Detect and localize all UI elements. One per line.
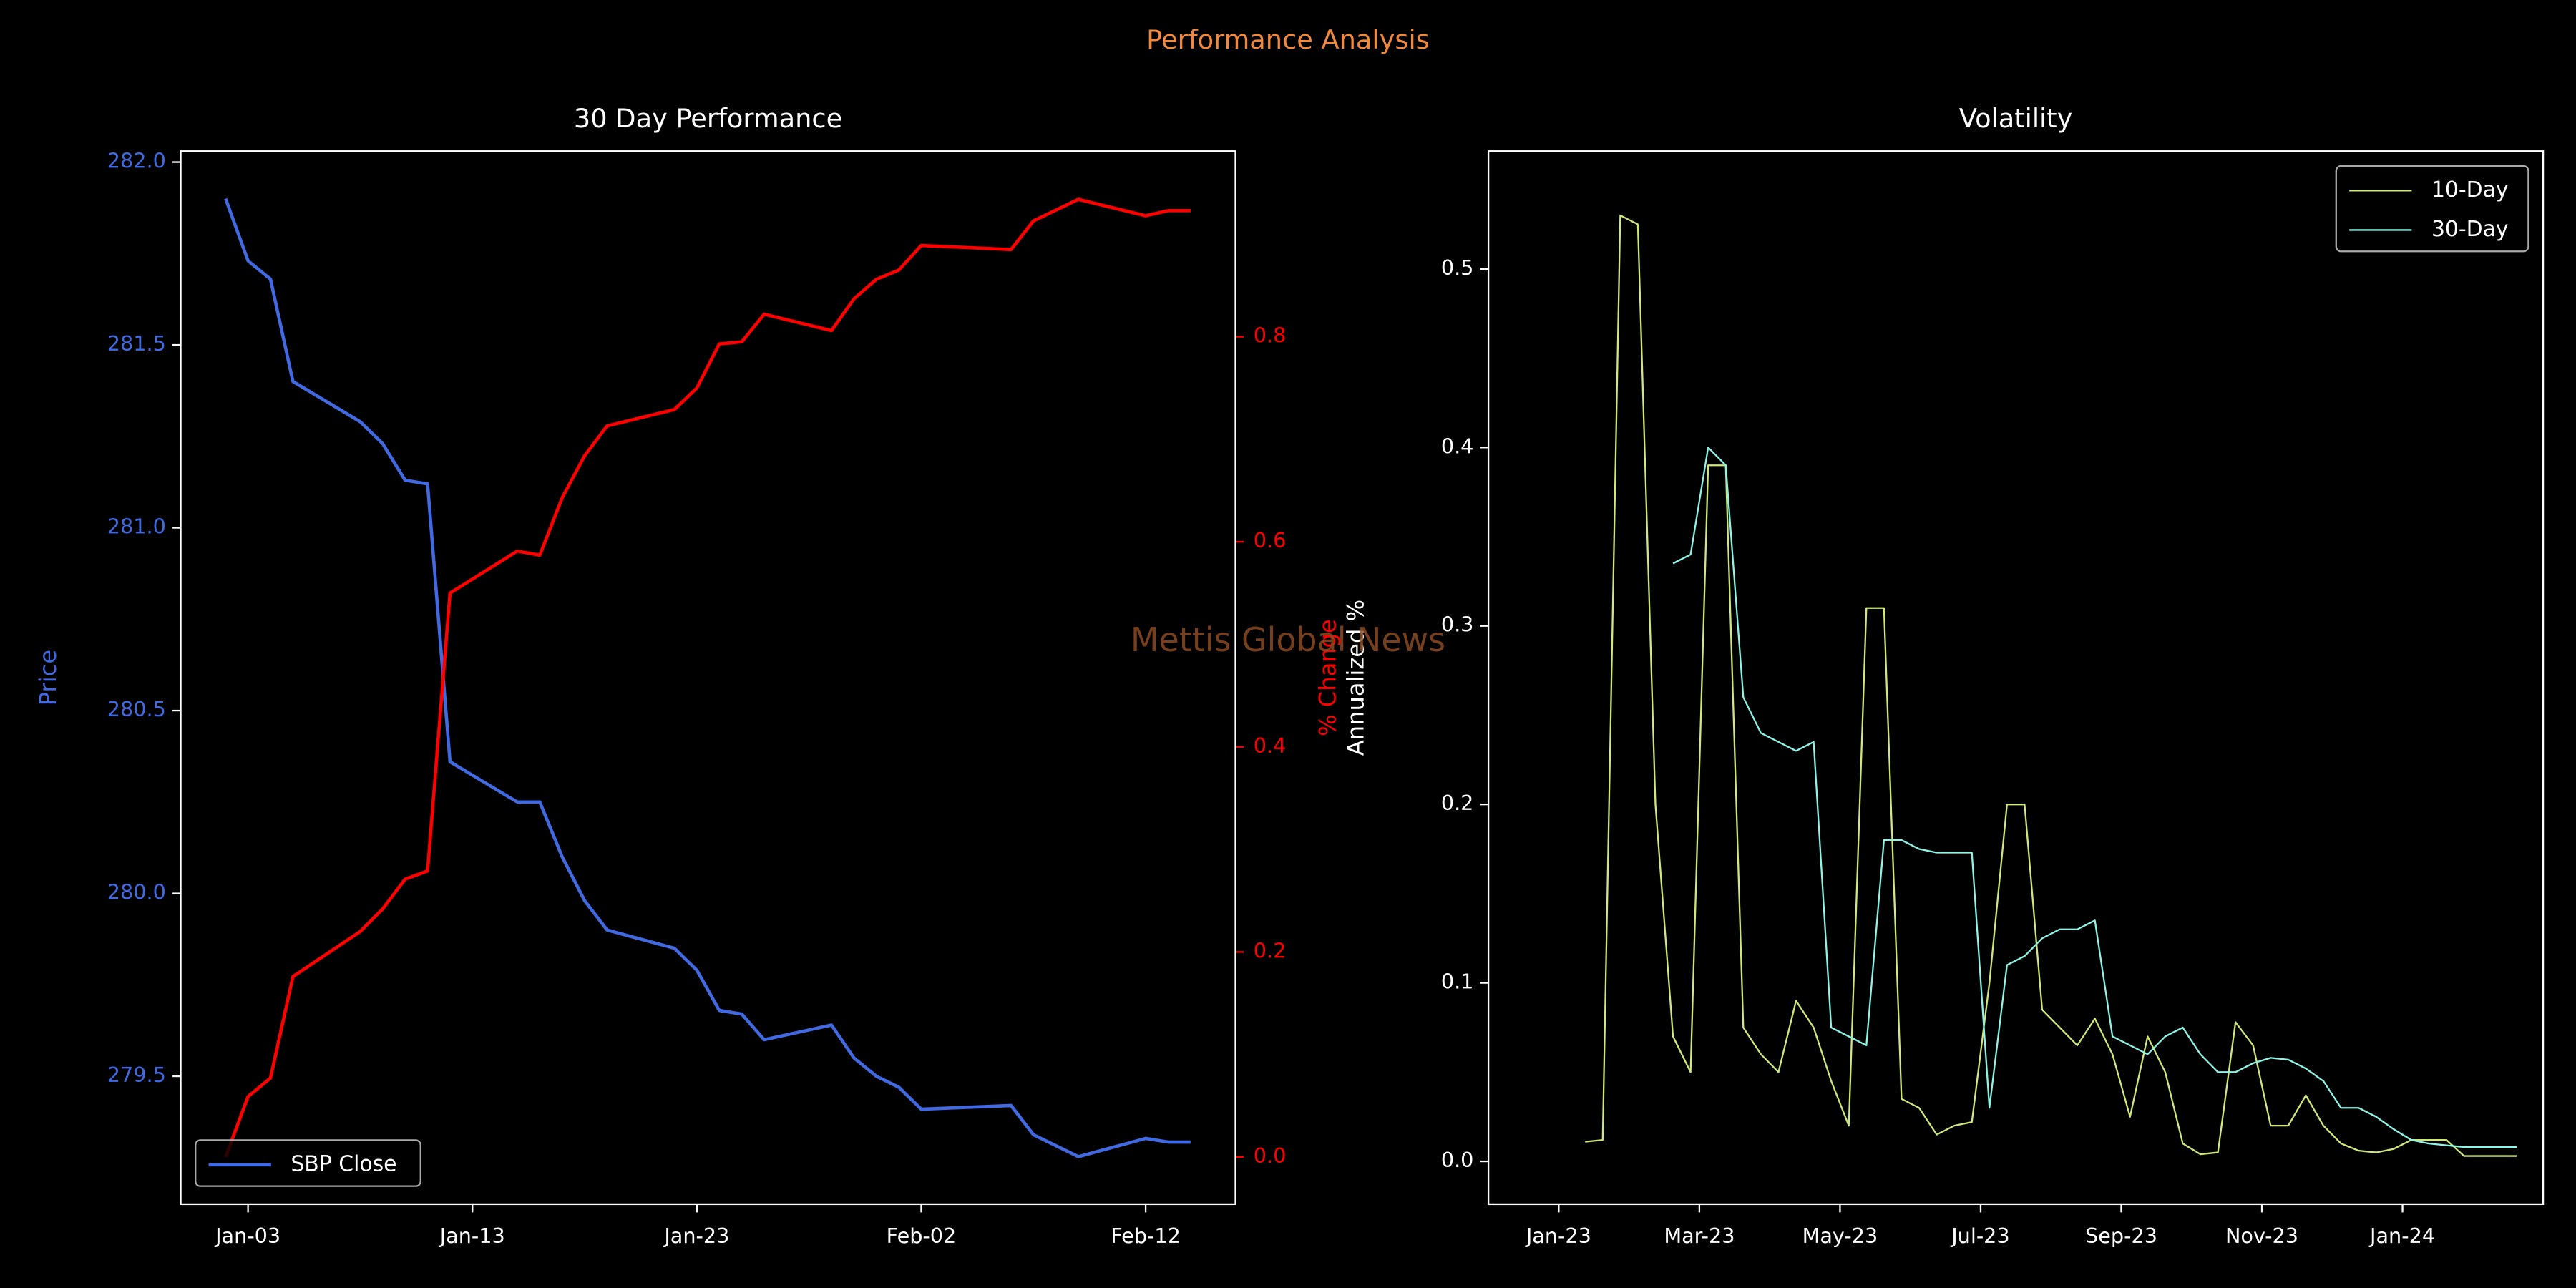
series-line xyxy=(224,197,1191,1158)
y2-tick-label: 0.0 xyxy=(1254,1143,1287,1168)
y2-tick-label: 0.8 xyxy=(1254,323,1287,348)
y2-axis-label: % Change xyxy=(1314,619,1341,736)
y-tick-label: 0.4 xyxy=(1441,434,1474,458)
y2-tick-label: 0.4 xyxy=(1254,733,1287,758)
axes-frame xyxy=(180,150,1236,1206)
y2-tick-label: 0.6 xyxy=(1254,528,1287,552)
y-tick-label: 281.0 xyxy=(107,514,166,539)
y-tick-label: 0.5 xyxy=(1441,255,1474,280)
y-tick-label: 279.5 xyxy=(107,1063,166,1087)
y-tick-label: 0.1 xyxy=(1441,970,1474,994)
x-tick-label: Mar-23 xyxy=(1664,1224,1735,1248)
x-tick-label: May-23 xyxy=(1802,1224,1878,1248)
x-tick-label: Jan-24 xyxy=(2368,1224,2435,1248)
figure-title: Performance Analysis xyxy=(1146,24,1430,55)
legend-label: SBP Close xyxy=(291,1151,396,1176)
legend-box xyxy=(195,1139,421,1187)
axes-title: Volatility xyxy=(1959,103,2073,134)
y-tick-label: 280.5 xyxy=(107,697,166,721)
x-tick-label: Jul-23 xyxy=(1950,1224,2009,1248)
y-tick-label: 282.0 xyxy=(107,149,166,173)
x-tick-label: Jan-23 xyxy=(663,1224,729,1248)
x-tick-label: Nov-23 xyxy=(2225,1224,2298,1248)
y-axis-label: Price xyxy=(34,650,62,706)
series-line xyxy=(1585,214,2517,1157)
y-tick-label: 281.5 xyxy=(107,331,166,356)
x-tick-label: Sep-23 xyxy=(2085,1224,2157,1248)
x-tick-label: Feb-12 xyxy=(1111,1224,1181,1248)
x-tick-label: Jan-23 xyxy=(1525,1224,1591,1248)
y2-tick-label: 0.2 xyxy=(1254,938,1287,962)
x-tick-label: Jan-13 xyxy=(439,1224,505,1248)
x-tick-label: Jan-03 xyxy=(214,1224,280,1248)
y-tick-label: 0.3 xyxy=(1441,613,1474,637)
y-axis-label: Annualized % xyxy=(1342,600,1369,756)
y-tick-label: 0.0 xyxy=(1441,1148,1474,1172)
x-tick-label: Feb-02 xyxy=(887,1224,957,1248)
legend-label: 30-Day xyxy=(2431,217,2509,242)
y-tick-label: 0.2 xyxy=(1441,791,1474,815)
y-tick-label: 280.0 xyxy=(107,880,166,904)
series-line xyxy=(224,197,1191,1158)
axes-title: 30 Day Performance xyxy=(574,103,842,134)
axes-frame xyxy=(1487,150,2545,1206)
watermark: Mettis Global News xyxy=(1131,620,1445,659)
series-line xyxy=(1672,447,2517,1148)
legend-label: 10-Day xyxy=(2431,177,2509,203)
